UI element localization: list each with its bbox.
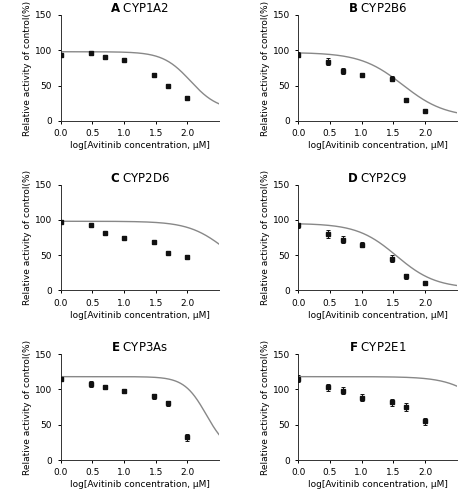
X-axis label: log[Avitinib concentration, μM]: log[Avitinib concentration, μM]: [70, 480, 210, 489]
X-axis label: log[Avitinib concentration, μM]: log[Avitinib concentration, μM]: [70, 141, 210, 150]
Y-axis label: Relative activity of control(%): Relative activity of control(%): [261, 0, 270, 136]
Title: $\mathbf{D}$ CYP2C9: $\mathbf{D}$ CYP2C9: [347, 172, 408, 184]
X-axis label: log[Avitinib concentration, μM]: log[Avitinib concentration, μM]: [308, 480, 447, 489]
Y-axis label: Relative activity of control(%): Relative activity of control(%): [23, 0, 32, 136]
X-axis label: log[Avitinib concentration, μM]: log[Avitinib concentration, μM]: [70, 310, 210, 320]
Y-axis label: Relative activity of control(%): Relative activity of control(%): [23, 340, 32, 474]
Title: $\mathbf{A}$ CYP1A2: $\mathbf{A}$ CYP1A2: [110, 2, 170, 15]
Y-axis label: Relative activity of control(%): Relative activity of control(%): [23, 170, 32, 305]
Y-axis label: Relative activity of control(%): Relative activity of control(%): [261, 340, 270, 474]
Y-axis label: Relative activity of control(%): Relative activity of control(%): [261, 170, 270, 305]
Title: $\mathbf{B}$ CYP2B6: $\mathbf{B}$ CYP2B6: [348, 2, 407, 15]
Title: $\mathbf{C}$ CYP2D6: $\mathbf{C}$ CYP2D6: [110, 172, 170, 184]
Title: $\mathbf{F}$ CYP2E1: $\mathbf{F}$ CYP2E1: [349, 341, 406, 354]
Title: $\mathbf{E}$ CYP3As: $\mathbf{E}$ CYP3As: [111, 341, 168, 354]
X-axis label: log[Avitinib concentration, μM]: log[Avitinib concentration, μM]: [308, 141, 447, 150]
X-axis label: log[Avitinib concentration, μM]: log[Avitinib concentration, μM]: [308, 310, 447, 320]
